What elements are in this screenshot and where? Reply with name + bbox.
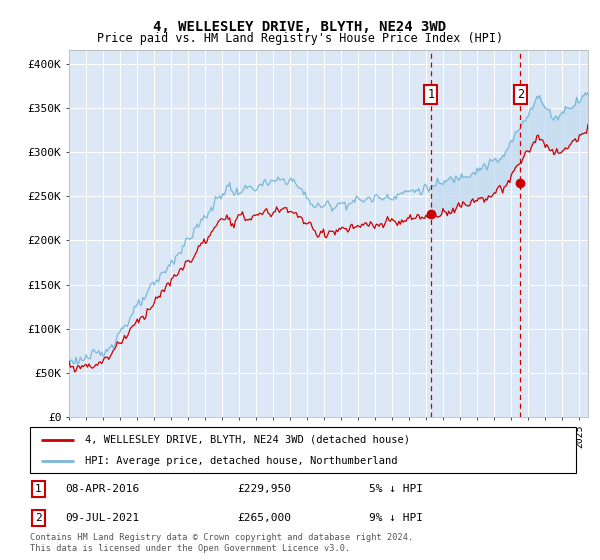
Text: 08-APR-2016: 08-APR-2016 xyxy=(65,484,140,494)
Text: Contains HM Land Registry data © Crown copyright and database right 2024.
This d: Contains HM Land Registry data © Crown c… xyxy=(30,533,413,553)
Text: 09-JUL-2021: 09-JUL-2021 xyxy=(65,513,140,523)
Text: 2: 2 xyxy=(517,88,524,101)
Text: 4, WELLESLEY DRIVE, BLYTH, NE24 3WD: 4, WELLESLEY DRIVE, BLYTH, NE24 3WD xyxy=(154,20,446,34)
Text: 9% ↓ HPI: 9% ↓ HPI xyxy=(368,513,422,523)
Text: 4, WELLESLEY DRIVE, BLYTH, NE24 3WD (detached house): 4, WELLESLEY DRIVE, BLYTH, NE24 3WD (det… xyxy=(85,435,410,445)
Text: 2: 2 xyxy=(35,513,41,523)
Text: 1: 1 xyxy=(35,484,41,494)
Text: 5% ↓ HPI: 5% ↓ HPI xyxy=(368,484,422,494)
Text: 1: 1 xyxy=(427,88,434,101)
Text: Price paid vs. HM Land Registry's House Price Index (HPI): Price paid vs. HM Land Registry's House … xyxy=(97,32,503,45)
Text: £229,950: £229,950 xyxy=(238,484,292,494)
Text: £265,000: £265,000 xyxy=(238,513,292,523)
FancyBboxPatch shape xyxy=(30,427,576,473)
Text: HPI: Average price, detached house, Northumberland: HPI: Average price, detached house, Nort… xyxy=(85,456,397,466)
